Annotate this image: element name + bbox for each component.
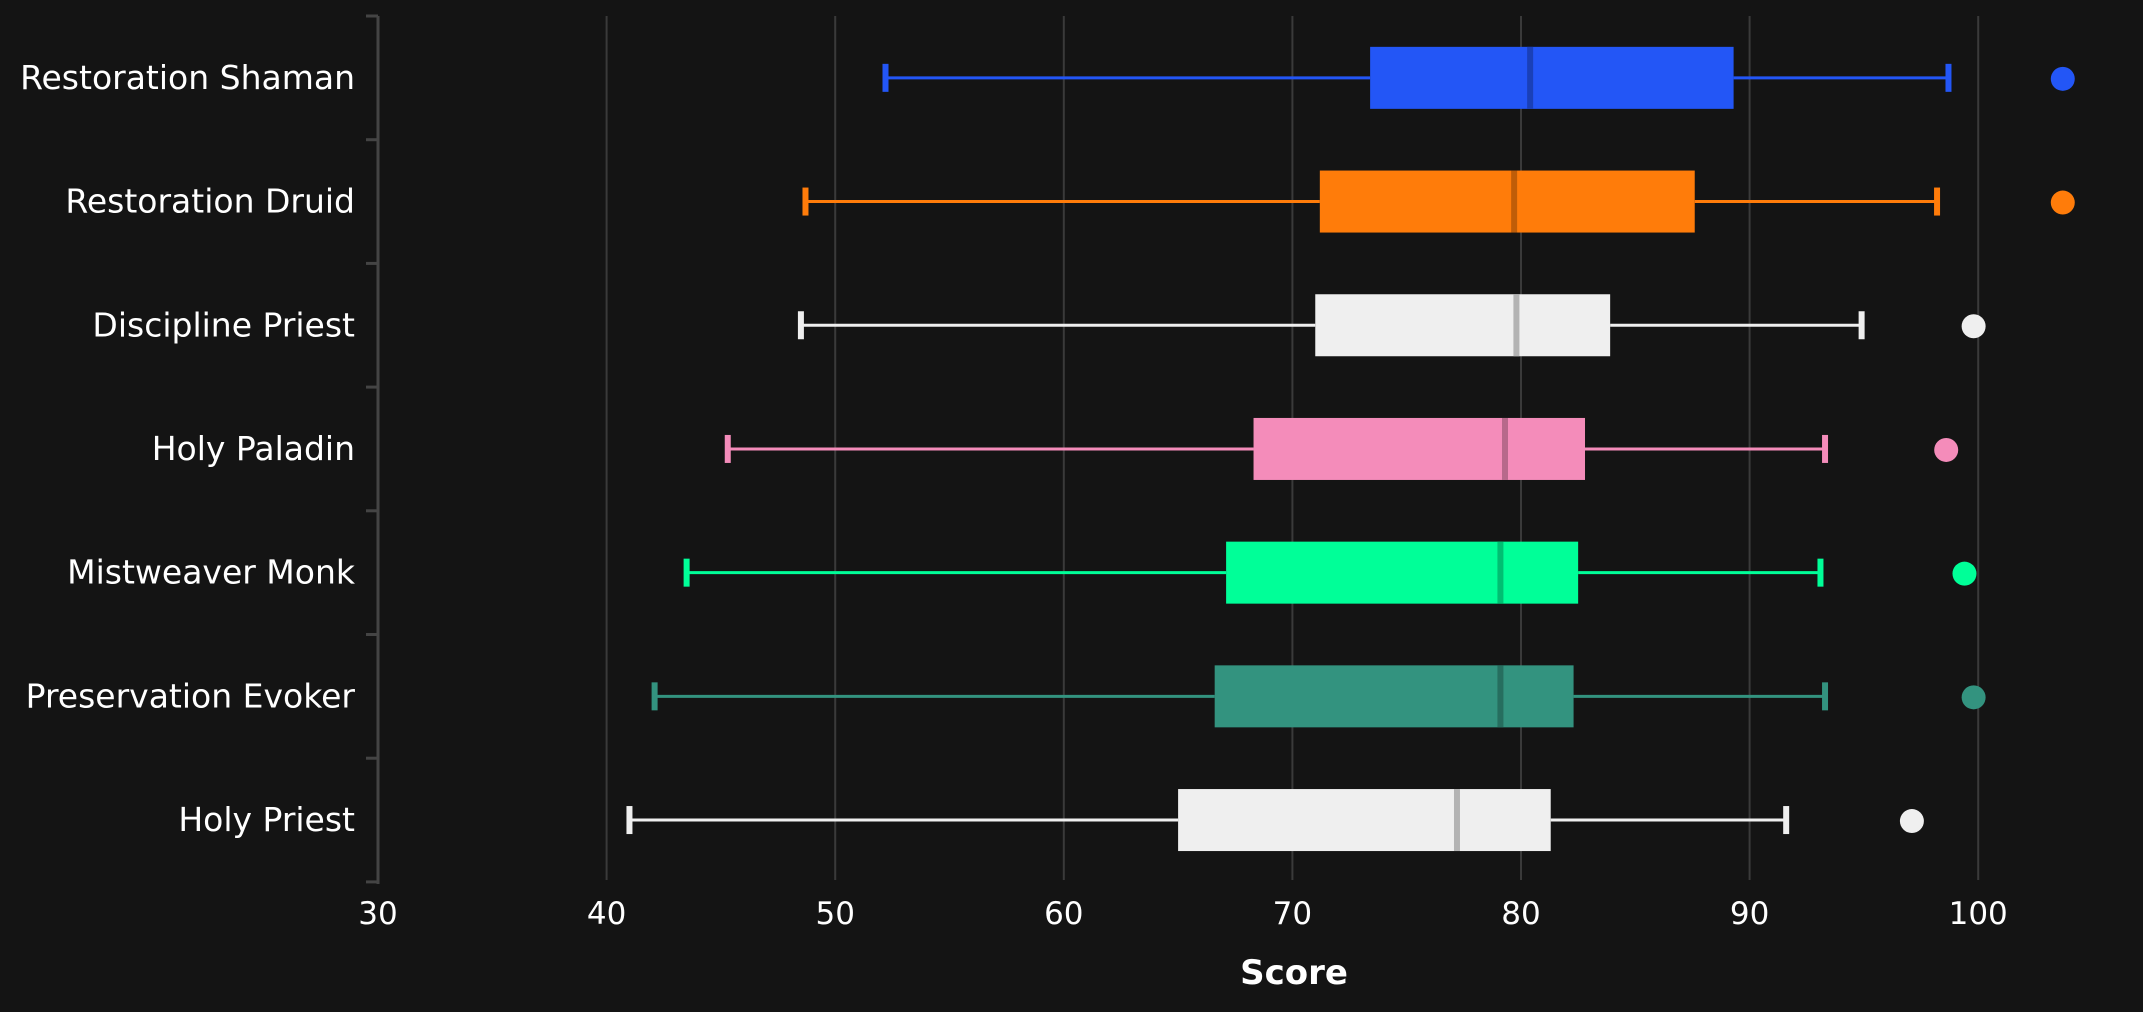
x-tick-label-30: 30 <box>358 896 397 932</box>
outlier-point <box>1961 314 1986 339</box>
iqr-box <box>1370 46 1734 109</box>
outlier-point <box>1899 809 1924 834</box>
y-category-label: Mistweaver Monk <box>67 553 356 592</box>
y-category-label: Holy Priest <box>178 800 355 839</box>
x-tick-label-100: 100 <box>1949 896 2008 932</box>
x-tick-label-40: 40 <box>587 896 626 932</box>
outlier-point <box>2050 190 2075 215</box>
outlier-point <box>2050 66 2075 91</box>
x-tick-label-50: 50 <box>815 896 854 932</box>
x-tick-label-60: 60 <box>1044 896 1083 932</box>
y-category-label: Discipline Priest <box>92 305 355 344</box>
x-axis-ticks: 30 40 50 60 70 80 90 100 <box>358 896 2008 932</box>
iqr-box <box>1253 417 1586 480</box>
y-category-label: Restoration Druid <box>65 182 355 221</box>
box-holy-paladin <box>724 417 1959 480</box>
box-restoration-druid <box>802 170 2075 233</box>
outlier-point <box>1952 561 1977 586</box>
iqr-box <box>1178 789 1551 852</box>
y-category-label: Preservation Evoker <box>26 676 356 715</box>
x-tick-label-90: 90 <box>1730 896 1769 932</box>
y-axis: Restoration Shaman Restoration Druid Disci… <box>20 14 380 884</box>
box-restoration-shaman <box>882 46 2075 109</box>
outlier-point <box>1934 437 1959 462</box>
y-category-label: Holy Paladin <box>152 429 355 468</box>
box-holy-priest <box>626 789 1924 852</box>
iqr-box <box>1315 294 1611 357</box>
box-discipline-priest <box>797 294 1986 357</box>
box-mistweaver-monk <box>683 541 1977 604</box>
box-preservation-evoker <box>651 665 1986 728</box>
iqr-box <box>1319 170 1695 233</box>
x-tick-label-80: 80 <box>1501 896 1540 932</box>
iqr-box <box>1226 541 1579 604</box>
outlier-point <box>1961 685 1986 710</box>
x-axis-title: Score <box>1240 953 1348 993</box>
y-category-label: Restoration Shaman <box>20 58 355 97</box>
iqr-box <box>1214 665 1574 728</box>
x-tick-label-70: 70 <box>1273 896 1312 932</box>
boxes-layer <box>626 46 2075 852</box>
